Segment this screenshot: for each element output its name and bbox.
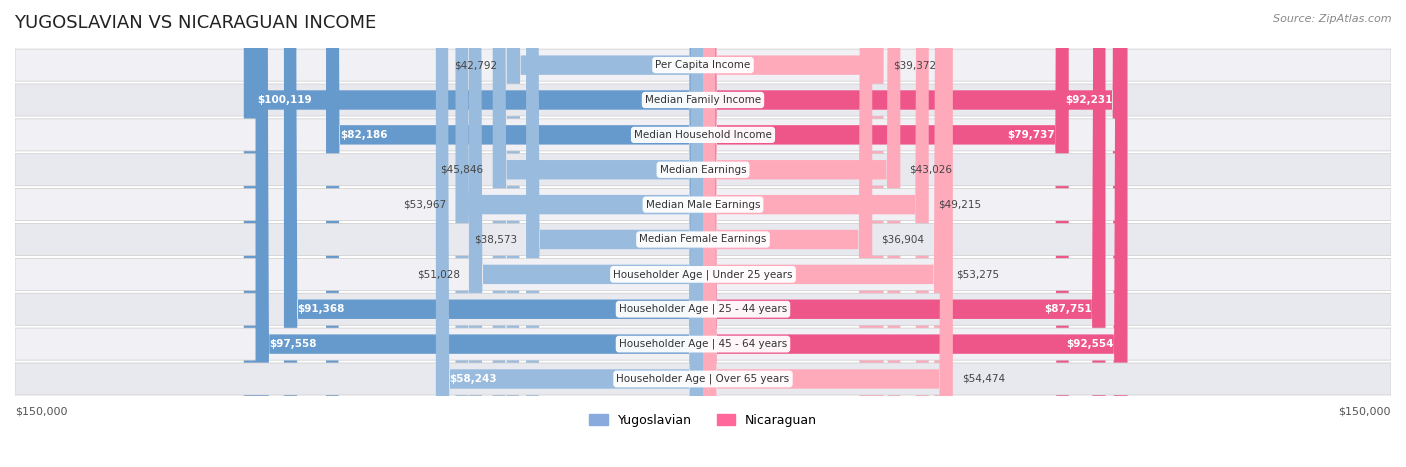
- FancyBboxPatch shape: [15, 363, 1391, 395]
- FancyBboxPatch shape: [15, 258, 1391, 290]
- FancyBboxPatch shape: [15, 49, 1391, 81]
- Text: $42,792: $42,792: [454, 60, 498, 70]
- Text: $87,751: $87,751: [1045, 304, 1091, 314]
- Text: $58,243: $58,243: [450, 374, 498, 384]
- Text: Median Family Income: Median Family Income: [645, 95, 761, 105]
- Text: $49,215: $49,215: [938, 199, 981, 210]
- Text: $92,231: $92,231: [1064, 95, 1112, 105]
- FancyBboxPatch shape: [15, 189, 1391, 221]
- FancyBboxPatch shape: [326, 0, 703, 467]
- Text: Median Household Income: Median Household Income: [634, 130, 772, 140]
- Text: $54,474: $54,474: [962, 374, 1005, 384]
- FancyBboxPatch shape: [15, 119, 1391, 151]
- FancyBboxPatch shape: [15, 154, 1391, 186]
- FancyBboxPatch shape: [703, 0, 1069, 467]
- FancyBboxPatch shape: [470, 0, 703, 467]
- FancyBboxPatch shape: [15, 223, 1391, 255]
- Text: $36,904: $36,904: [882, 234, 924, 245]
- FancyBboxPatch shape: [506, 0, 703, 467]
- FancyBboxPatch shape: [456, 0, 703, 467]
- Text: $38,573: $38,573: [474, 234, 517, 245]
- FancyBboxPatch shape: [703, 0, 872, 467]
- FancyBboxPatch shape: [703, 0, 900, 467]
- Text: Householder Age | Over 65 years: Householder Age | Over 65 years: [616, 374, 790, 384]
- FancyBboxPatch shape: [703, 0, 1128, 467]
- Text: Median Male Earnings: Median Male Earnings: [645, 199, 761, 210]
- Text: $91,368: $91,368: [298, 304, 344, 314]
- FancyBboxPatch shape: [15, 293, 1391, 325]
- Text: Source: ZipAtlas.com: Source: ZipAtlas.com: [1274, 14, 1392, 24]
- Text: $53,967: $53,967: [404, 199, 446, 210]
- Text: $79,737: $79,737: [1007, 130, 1054, 140]
- Text: $100,119: $100,119: [257, 95, 312, 105]
- Text: $82,186: $82,186: [340, 130, 387, 140]
- Text: YUGOSLAVIAN VS NICARAGUAN INCOME: YUGOSLAVIAN VS NICARAGUAN INCOME: [14, 14, 377, 32]
- FancyBboxPatch shape: [703, 0, 929, 467]
- FancyBboxPatch shape: [703, 0, 1126, 467]
- Text: $51,028: $51,028: [416, 269, 460, 279]
- Text: Median Earnings: Median Earnings: [659, 165, 747, 175]
- FancyBboxPatch shape: [15, 84, 1391, 116]
- Text: Householder Age | 25 - 44 years: Householder Age | 25 - 44 years: [619, 304, 787, 314]
- FancyBboxPatch shape: [284, 0, 703, 467]
- Text: $43,026: $43,026: [910, 165, 952, 175]
- Text: $53,275: $53,275: [956, 269, 1000, 279]
- Text: $45,846: $45,846: [440, 165, 484, 175]
- Text: Median Female Earnings: Median Female Earnings: [640, 234, 766, 245]
- FancyBboxPatch shape: [703, 0, 948, 467]
- Text: $92,554: $92,554: [1066, 339, 1114, 349]
- Text: Per Capita Income: Per Capita Income: [655, 60, 751, 70]
- FancyBboxPatch shape: [526, 0, 703, 467]
- FancyBboxPatch shape: [436, 0, 703, 467]
- FancyBboxPatch shape: [703, 0, 883, 467]
- Text: $150,000: $150,000: [1339, 407, 1391, 417]
- Text: $150,000: $150,000: [15, 407, 67, 417]
- FancyBboxPatch shape: [492, 0, 703, 467]
- Text: $97,558: $97,558: [270, 339, 316, 349]
- Text: Householder Age | 45 - 64 years: Householder Age | 45 - 64 years: [619, 339, 787, 349]
- Text: Householder Age | Under 25 years: Householder Age | Under 25 years: [613, 269, 793, 280]
- FancyBboxPatch shape: [243, 0, 703, 467]
- FancyBboxPatch shape: [15, 328, 1391, 360]
- FancyBboxPatch shape: [703, 0, 1105, 467]
- Text: $39,372: $39,372: [893, 60, 936, 70]
- FancyBboxPatch shape: [256, 0, 703, 467]
- FancyBboxPatch shape: [703, 0, 953, 467]
- Legend: Yugoslavian, Nicaraguan: Yugoslavian, Nicaraguan: [583, 409, 823, 432]
